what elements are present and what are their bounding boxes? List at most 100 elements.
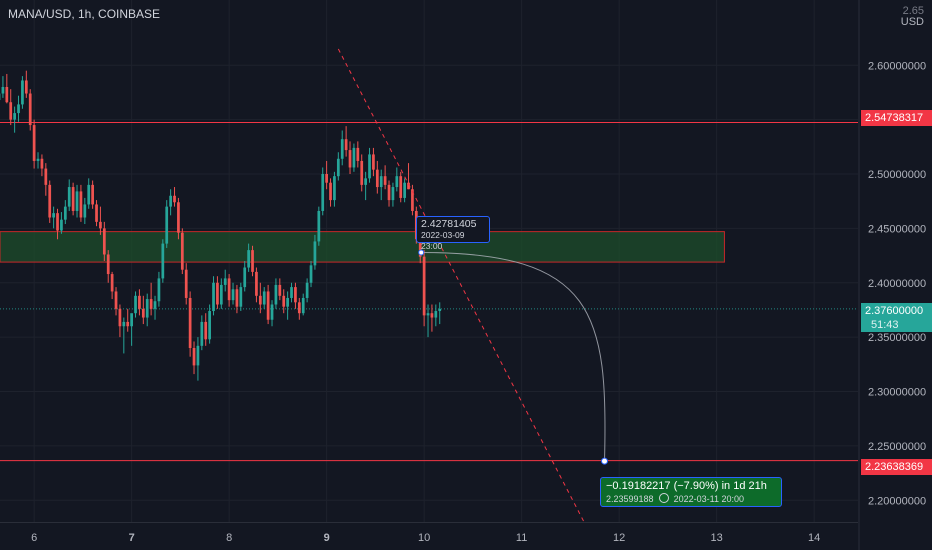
candle xyxy=(438,302,442,325)
candle-body xyxy=(40,158,44,169)
candle-body xyxy=(102,228,106,255)
candle-body xyxy=(216,282,219,305)
candle-body xyxy=(333,176,336,201)
candle xyxy=(180,228,184,275)
candle xyxy=(219,278,223,309)
price-tag-last-price[interactable]: 2.37600000 xyxy=(861,303,932,319)
zone-rect xyxy=(0,231,725,263)
symbol-title[interactable]: MANA/USD, 1h, COINBASE xyxy=(8,7,161,21)
candle xyxy=(169,189,172,216)
price-tag-lower-line[interactable]: 2.23638369 xyxy=(861,459,932,475)
top-tick-fragment: 2.65 xyxy=(902,5,924,17)
candle xyxy=(126,308,130,332)
projection-arc[interactable] xyxy=(418,249,608,465)
candle-body xyxy=(17,104,20,114)
candle-body xyxy=(149,299,153,309)
candle-body xyxy=(153,301,157,309)
time-axis[interactable]: 6 7 8 9 10 11 12 13 14 xyxy=(31,532,820,544)
projection-start-label[interactable]: 2.42781405 2022-03-09 23:00 xyxy=(416,216,490,251)
candle xyxy=(13,106,16,133)
candle xyxy=(383,165,387,190)
candle-body xyxy=(208,311,211,340)
candle-body xyxy=(297,302,301,314)
candle-body xyxy=(227,278,231,301)
candle-body xyxy=(274,284,278,305)
candle xyxy=(145,293,149,327)
candle-body xyxy=(313,241,317,266)
candle-body xyxy=(290,287,293,298)
candle xyxy=(321,167,325,216)
candle-body xyxy=(379,176,383,188)
candle-body xyxy=(317,210,321,242)
candle xyxy=(368,147,371,183)
trendline[interactable] xyxy=(337,48,585,523)
candle-body xyxy=(336,158,340,177)
candle-body xyxy=(79,191,83,218)
candle-body xyxy=(165,206,169,244)
price-tag-upper-line[interactable]: 2.54738317 xyxy=(861,110,932,126)
time-tick-label: 11 xyxy=(516,532,527,544)
candle-body xyxy=(325,174,328,183)
candle-body xyxy=(13,113,16,120)
candle xyxy=(255,267,258,303)
candle xyxy=(44,163,48,196)
candle-body xyxy=(106,254,110,275)
candle-body xyxy=(48,184,52,218)
candle xyxy=(247,243,250,272)
candle-body xyxy=(28,93,32,126)
support-resistance-zone[interactable] xyxy=(0,231,725,263)
candle-body xyxy=(95,204,98,222)
candle-body xyxy=(126,321,130,327)
candle-body xyxy=(266,291,270,320)
trendline-dashed xyxy=(337,48,585,523)
candle-body xyxy=(36,158,40,161)
candle xyxy=(387,180,391,207)
candle xyxy=(336,152,340,181)
candle xyxy=(130,313,133,346)
candle xyxy=(192,341,196,375)
projection-curve xyxy=(421,252,606,462)
candle-body xyxy=(270,304,274,320)
candle xyxy=(297,297,301,320)
candle-body xyxy=(200,321,204,346)
candle xyxy=(258,282,262,314)
candle-body xyxy=(422,256,426,316)
candle-body xyxy=(395,176,399,188)
candle-body xyxy=(134,295,137,314)
projection-target-row: 2.23599188 2022-03-11 20:00 xyxy=(606,493,776,505)
candle xyxy=(40,154,44,177)
price-axis[interactable]: 2.600000002.550000002.500000002.45000000… xyxy=(868,60,926,507)
candle xyxy=(122,317,126,354)
time-tick-label: 7 xyxy=(129,532,135,544)
price-tick-label: 2.45000000 xyxy=(868,223,926,235)
candle xyxy=(153,295,157,320)
candle xyxy=(134,291,137,318)
bar-countdown: 51:43 xyxy=(861,319,932,332)
projection-result-label[interactable]: −0.19182217 (−7.90%) in 1d 21h 2.2359918… xyxy=(600,477,782,507)
price-tick-label: 2.20000000 xyxy=(868,495,926,507)
candle xyxy=(344,126,348,157)
candle-body xyxy=(177,202,180,233)
candle xyxy=(60,212,63,234)
candle-body xyxy=(262,291,266,305)
candle-body xyxy=(169,195,172,207)
candle xyxy=(24,70,28,98)
candle-body xyxy=(5,87,9,103)
candle-body xyxy=(360,160,364,185)
horizontal-lines[interactable] xyxy=(0,121,858,462)
candle-body xyxy=(161,243,165,279)
candle-body xyxy=(196,345,200,366)
candle-body xyxy=(75,191,79,211)
candle xyxy=(106,250,110,283)
candle-body xyxy=(204,321,208,340)
candle xyxy=(102,221,106,261)
candle-body xyxy=(383,176,387,185)
candle xyxy=(309,261,313,288)
candle xyxy=(177,197,180,240)
candle xyxy=(235,284,239,314)
candle-body xyxy=(286,297,289,307)
candle-body xyxy=(110,274,114,292)
candle-body xyxy=(309,265,313,283)
candle xyxy=(212,276,215,316)
